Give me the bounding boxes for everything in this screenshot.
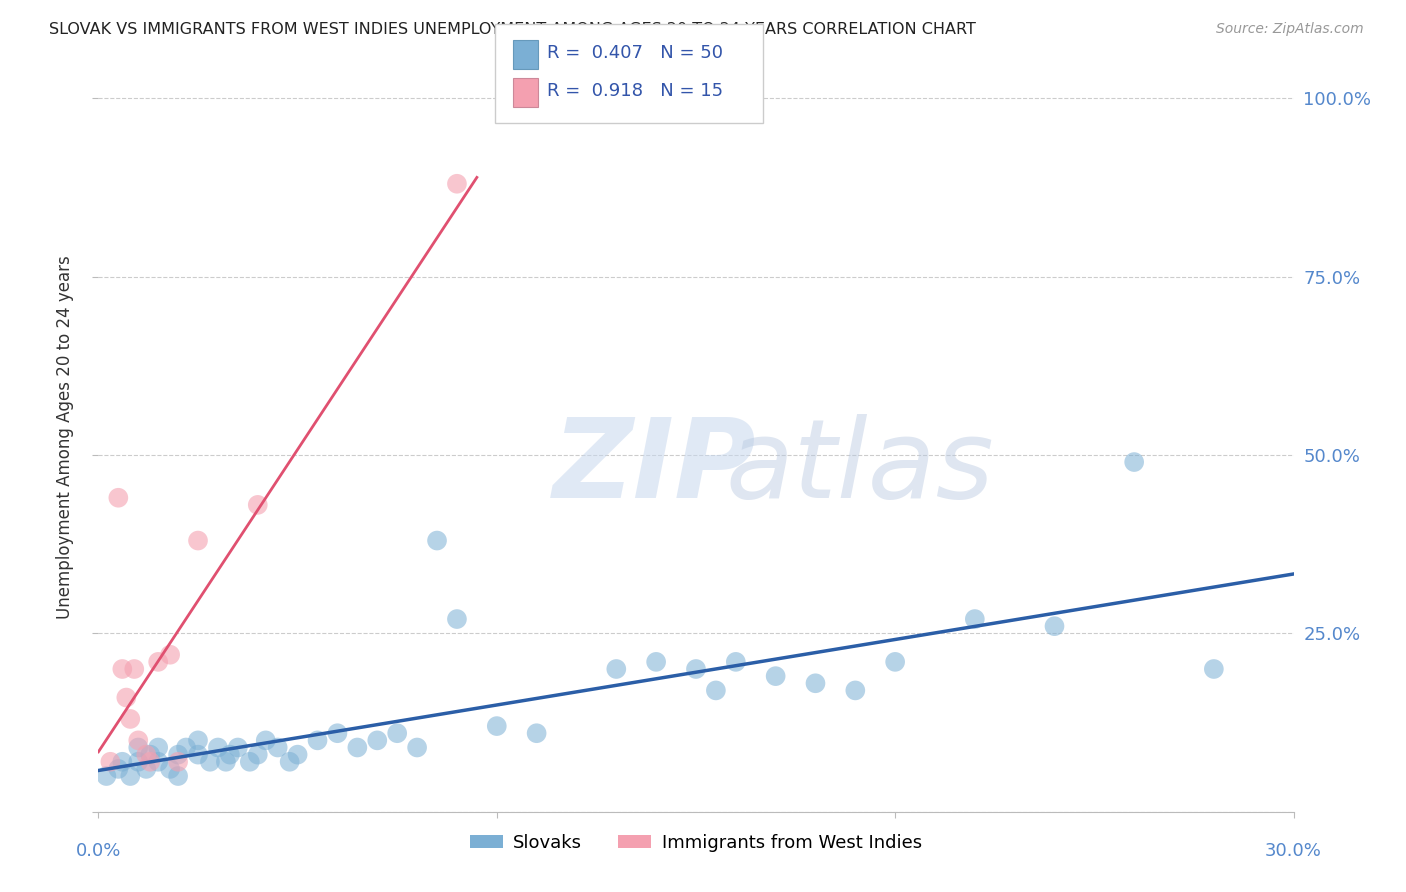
Point: [127, 740, 149, 755]
Point: [844, 683, 866, 698]
Point: [111, 662, 134, 676]
Point: [187, 533, 209, 548]
Point: [446, 612, 468, 626]
Point: [187, 747, 209, 762]
Point: [139, 747, 162, 762]
Point: [1043, 619, 1066, 633]
Point: [167, 755, 190, 769]
Legend: Slovaks, Immigrants from West Indies: Slovaks, Immigrants from West Indies: [463, 827, 929, 859]
Point: [645, 655, 668, 669]
Point: [366, 733, 388, 747]
Point: [96, 769, 118, 783]
Point: [120, 712, 142, 726]
Text: SLOVAK VS IMMIGRANTS FROM WEST INDIES UNEMPLOYMENT AMONG AGES 20 TO 24 YEARS COR: SLOVAK VS IMMIGRANTS FROM WEST INDIES UN…: [49, 22, 976, 37]
Point: [1123, 455, 1146, 469]
Point: [307, 733, 329, 747]
Point: [446, 177, 468, 191]
Point: [115, 690, 138, 705]
Point: [426, 533, 449, 548]
Point: [207, 740, 229, 755]
Point: [215, 755, 238, 769]
Point: [526, 726, 548, 740]
Text: 0.0%: 0.0%: [76, 842, 121, 860]
Point: [159, 762, 181, 776]
Point: [120, 769, 142, 783]
Point: [127, 755, 149, 769]
Point: [111, 755, 134, 769]
Point: [287, 747, 309, 762]
Point: [135, 762, 157, 776]
Text: Source: ZipAtlas.com: Source: ZipAtlas.com: [1216, 22, 1364, 37]
Point: [884, 655, 907, 669]
Point: [724, 655, 747, 669]
Point: [765, 669, 787, 683]
Text: atlas: atlas: [725, 414, 994, 521]
Point: [804, 676, 827, 690]
Point: [107, 491, 129, 505]
Point: [135, 747, 157, 762]
Point: [226, 740, 249, 755]
Point: [167, 747, 190, 762]
Point: [139, 755, 162, 769]
Text: R =  0.918   N = 15: R = 0.918 N = 15: [547, 82, 723, 100]
Point: [198, 755, 221, 769]
Point: [267, 740, 290, 755]
Point: [98, 755, 122, 769]
Point: [385, 726, 409, 740]
Point: [239, 755, 262, 769]
Point: [406, 740, 429, 755]
Text: 30.0%: 30.0%: [1265, 842, 1322, 860]
Point: [605, 662, 627, 676]
Point: [704, 683, 727, 698]
Point: [685, 662, 707, 676]
Point: [246, 498, 269, 512]
Text: R =  0.407   N = 50: R = 0.407 N = 50: [547, 44, 723, 62]
Point: [187, 733, 209, 747]
Point: [485, 719, 508, 733]
Point: [246, 747, 269, 762]
Point: [107, 762, 129, 776]
Point: [1202, 662, 1225, 676]
Point: [124, 662, 146, 676]
Point: [219, 747, 242, 762]
Point: [148, 655, 170, 669]
Point: [167, 769, 190, 783]
Point: [326, 726, 349, 740]
Point: [148, 755, 170, 769]
Point: [148, 740, 170, 755]
Point: [963, 612, 986, 626]
Point: [127, 733, 149, 747]
Point: [159, 648, 181, 662]
Text: ZIP: ZIP: [553, 414, 756, 521]
Point: [278, 755, 301, 769]
Y-axis label: Unemployment Among Ages 20 to 24 years: Unemployment Among Ages 20 to 24 years: [56, 255, 75, 619]
Point: [174, 740, 197, 755]
Point: [254, 733, 277, 747]
Point: [346, 740, 368, 755]
